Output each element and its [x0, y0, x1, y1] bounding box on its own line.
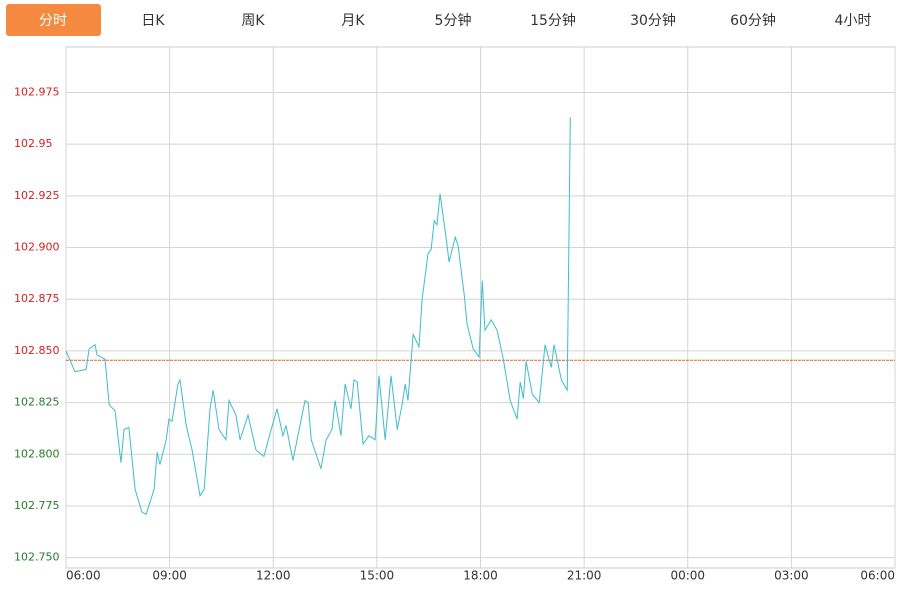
tab-active-bg[interactable] [6, 4, 101, 36]
y-tick-label: 102.875 [14, 292, 60, 305]
x-tick-label: 09:00 [152, 569, 187, 583]
x-tick-label: 06:00 [66, 569, 101, 583]
tab[interactable]: 4小时 [835, 13, 872, 29]
y-tick-label: 102.825 [14, 396, 60, 409]
tab[interactable]: 60分钟 [730, 12, 776, 29]
y-tick-label: 102.975 [14, 85, 60, 98]
x-tick-label: 00:00 [670, 569, 705, 583]
tab[interactable]: 30分钟 [630, 12, 676, 29]
tab[interactable]: 5分钟 [435, 12, 472, 29]
tab[interactable]: 15分钟 [530, 12, 576, 29]
y-tick-label: 102.850 [14, 344, 60, 357]
x-tick-label: 21:00 [567, 569, 602, 583]
tab[interactable]: 日K [141, 13, 165, 29]
price-line [65, 117, 571, 515]
tab[interactable]: 分时 [39, 13, 67, 29]
y-tick-label: 102.925 [14, 189, 60, 202]
y-tick-label: 102.750 [14, 551, 60, 564]
x-tick-label: 03:00 [774, 569, 809, 583]
x-tick-label: 18:00 [463, 569, 498, 583]
tab[interactable]: 周K [241, 13, 265, 29]
x-tick-label: 12:00 [256, 569, 291, 583]
x-tick-label: 15:00 [360, 569, 395, 583]
y-tick-label: 102.800 [14, 447, 60, 460]
y-tick-label: 102.900 [14, 241, 60, 254]
y-tick-label: 102.775 [14, 499, 60, 512]
tab[interactable]: 月K [341, 13, 365, 29]
x-tick-label: 06:00 [860, 569, 895, 583]
y-tick-label: 102.95 [14, 137, 53, 150]
